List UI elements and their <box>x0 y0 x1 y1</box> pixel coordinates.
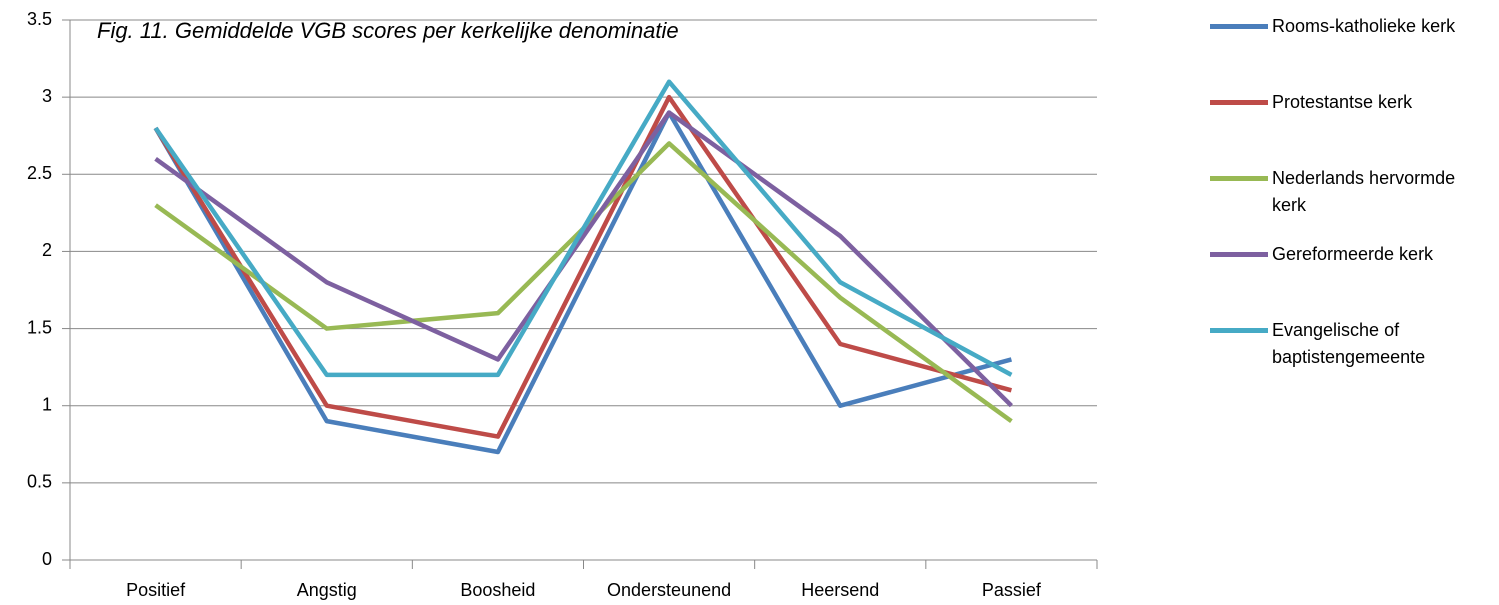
legend-label: Gereformeerde kerk <box>1272 244 1434 264</box>
series-line <box>153 110 1013 455</box>
y-tick-label: 0.5 <box>27 472 52 492</box>
series-line <box>154 110 1014 408</box>
y-tick-label: 2.5 <box>27 163 52 183</box>
y-tick-label: 1 <box>42 394 52 414</box>
x-tick-label: Ondersteunend <box>607 580 731 600</box>
legend-swatch <box>1210 176 1268 181</box>
y-tick-label: 3 <box>42 86 52 106</box>
legend-label: Nederlands hervormde kerk <box>1272 168 1456 215</box>
legend-item: Protestantse kerk <box>1210 89 1495 116</box>
x-tick-label: Boosheid <box>460 580 535 600</box>
legend-swatch <box>1210 328 1268 333</box>
y-tick-label: 3.5 <box>27 9 52 29</box>
x-tick-label: Heersend <box>801 580 879 600</box>
legend-item: Evangelische of baptistengemeente <box>1210 317 1495 371</box>
x-tick-label: Angstig <box>297 580 357 600</box>
legend-swatch <box>1210 100 1268 105</box>
legend-swatch <box>1210 24 1268 29</box>
legend-item: Gereformeerde kerk <box>1210 241 1495 268</box>
legend-item: Rooms-katholieke kerk <box>1210 13 1495 40</box>
chart-title: Fig. 11. Gemiddelde VGB scores per kerke… <box>97 18 679 43</box>
legend-swatch <box>1210 252 1268 257</box>
legend-label: Rooms-katholieke kerk <box>1272 16 1456 36</box>
y-tick-label: 1.5 <box>27 317 52 337</box>
x-tick-label: Positief <box>126 580 186 600</box>
legend-item: Nederlands hervormde kerk <box>1210 165 1495 219</box>
series-line <box>153 94 1013 439</box>
legend-label: Protestantse kerk <box>1272 92 1413 112</box>
x-tick-label: Passief <box>982 580 1042 600</box>
series-line <box>153 79 1013 378</box>
y-tick-label: 0 <box>42 549 52 569</box>
legend-label: Evangelische of baptistengemeente <box>1272 320 1426 367</box>
y-tick-label: 2 <box>42 240 52 260</box>
